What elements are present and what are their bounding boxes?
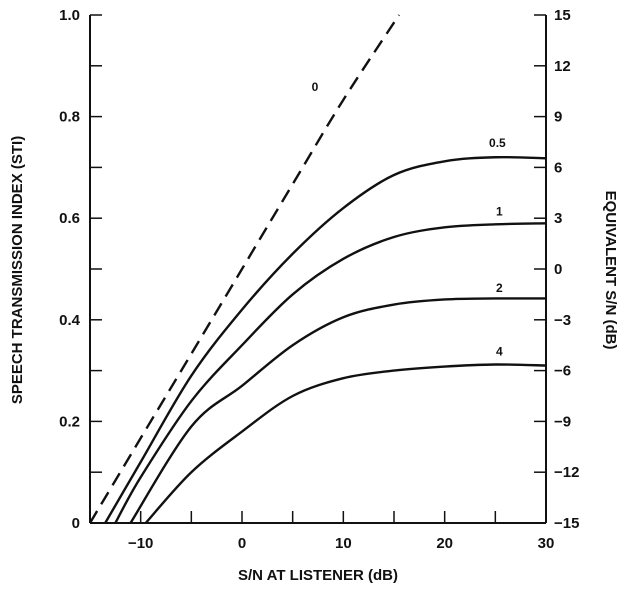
curve-0	[88, 14, 401, 524]
x-tick-label: 20	[436, 535, 453, 552]
y-tick-label: 0.2	[59, 413, 80, 430]
y-tick-label: 0	[72, 515, 80, 532]
y2-tick-label: 6	[554, 159, 562, 176]
y2-tick-label: 9	[554, 109, 562, 126]
y2-tick-label: −9	[554, 413, 571, 430]
curve-label-1: 1	[496, 205, 503, 219]
y-axis-title: SPEECH TRANSMISSION INDEX (STI)	[9, 136, 26, 404]
curve-0-5	[104, 155, 547, 524]
curves	[88, 14, 547, 524]
y-tick-label: 0.4	[59, 312, 81, 329]
curve-4	[144, 363, 547, 524]
x-axis-title: S/N AT LISTENER (dB)	[238, 567, 398, 584]
y2-tick-label: −6	[554, 363, 571, 380]
curve-label-0: 0	[312, 80, 319, 94]
y-tick-label: 0.6	[59, 210, 80, 227]
tick-marks	[89, 14, 547, 524]
curve-label-2: 2	[496, 281, 503, 295]
x-tick-label: 10	[335, 535, 352, 552]
y2-tick-label: −15	[554, 515, 579, 532]
y2-tick-label: −12	[554, 464, 579, 481]
curve-label-4: 4	[496, 344, 503, 358]
x-tick-label: −10	[128, 535, 153, 552]
y2-tick-label: 0	[554, 261, 562, 278]
y2-tick-label: 3	[554, 210, 562, 227]
x-tick-label: 0	[238, 535, 246, 552]
y2-axis-title: EQUIVALENT S/N (dB)	[602, 191, 619, 350]
curve-1	[114, 222, 547, 524]
y-tick-label: 1.0	[59, 7, 80, 24]
curve-label-0-5: 0.5	[489, 136, 506, 150]
series-labels: 0 0.5 1 2 4	[312, 80, 506, 358]
x-tick-label: 30	[538, 535, 555, 552]
curve-2	[129, 297, 547, 524]
y-tick-label: 0.8	[59, 109, 80, 126]
y2-tick-label: −3	[554, 312, 571, 329]
y2-tick-label: 15	[554, 7, 571, 24]
y2-tick-label: 12	[554, 58, 571, 75]
